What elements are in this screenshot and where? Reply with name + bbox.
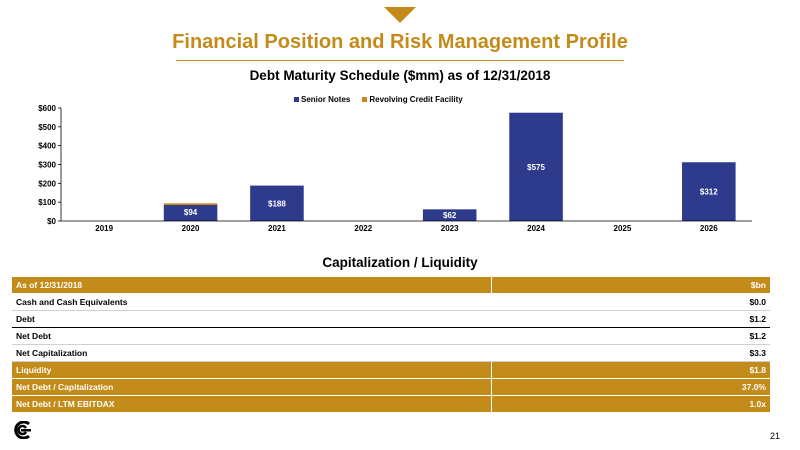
- data-label: $94: [184, 208, 198, 217]
- x-tick-label: 2019: [95, 224, 113, 233]
- debt-maturity-chart: Senior Notes Revolving Credit Facility $…: [0, 90, 800, 240]
- data-label: $188: [268, 199, 286, 208]
- company-logo-icon: [14, 421, 31, 439]
- y-tick-label: $600: [38, 104, 56, 113]
- bar-senior-notes: [682, 162, 736, 221]
- x-tick-label: 2021: [268, 224, 286, 233]
- table-row: Net Debt / Capitalization 37.0%: [12, 378, 770, 396]
- y-tick-label: $0: [47, 217, 56, 226]
- row-label: Net Debt: [12, 327, 492, 345]
- row-label: Cash and Cash Equivalents: [12, 293, 492, 311]
- chart-plot: $0 $100 $200 $300 $400 $500 $600 2019 $94 2020 $18…: [38, 104, 752, 233]
- row-value: $1.8: [491, 361, 770, 379]
- row-label: Net Debt / LTM EBITDAX: [12, 395, 492, 413]
- title-rule: [176, 60, 624, 61]
- page-title: Financial Position and Risk Management P…: [172, 31, 628, 53]
- table-row: Net Capitalization $3.3: [12, 344, 770, 362]
- x-tick-label: 2023: [441, 224, 459, 233]
- table-row: Net Debt / LTM EBITDAX 1.0x: [12, 395, 770, 413]
- bar-senior-notes: [250, 185, 304, 221]
- x-tick-label: 2024: [527, 224, 545, 233]
- row-label: Net Debt / Capitalization: [12, 378, 492, 396]
- chart-legend: Senior Notes Revolving Credit Facility: [294, 95, 463, 104]
- legend-swatch-revolving-credit: [362, 97, 368, 102]
- data-label: $62: [443, 211, 457, 220]
- table-row: Net Debt $1.2: [12, 327, 770, 345]
- table-row: Liquidity $1.8: [12, 361, 770, 379]
- x-tick-label: 2020: [182, 224, 200, 233]
- row-label: Debt: [12, 310, 492, 328]
- row-value: $1.2: [491, 310, 770, 328]
- y-tick-label: $100: [38, 198, 56, 207]
- legend-swatch-senior-notes: [294, 97, 299, 102]
- row-label: Net Capitalization: [12, 344, 492, 362]
- chart-title: Debt Maturity Schedule ($mm) as of 12/31…: [249, 68, 551, 83]
- table-row: Cash and Cash Equivalents $0.0: [12, 293, 770, 311]
- table-row: Debt $1.2: [12, 310, 770, 328]
- row-value: 1.0x: [491, 395, 770, 413]
- y-tick-label: $500: [38, 123, 56, 132]
- data-label: $575: [527, 163, 545, 172]
- x-tick-label: 2022: [354, 224, 372, 233]
- bar-revolving-credit: [163, 203, 218, 205]
- row-value: $0.0: [491, 293, 770, 311]
- y-tick-label: $400: [38, 142, 56, 151]
- top-triangle-icon: [384, 7, 416, 23]
- bar-senior-notes: [163, 204, 218, 221]
- row-label: As of 12/31/2018: [12, 277, 492, 294]
- row-label: Liquidity: [12, 361, 492, 379]
- legend-item-senior-notes: Senior Notes: [294, 95, 350, 104]
- legend-label-senior-notes: Senior Notes: [301, 95, 351, 104]
- capitalization-table: As of 12/31/2018 $bn Cash and Cash Equiv…: [12, 277, 770, 413]
- x-tick-label: 2026: [700, 224, 718, 233]
- x-tick-label: 2025: [614, 224, 632, 233]
- y-tick-label: $200: [38, 179, 56, 188]
- page-number: 21: [769, 431, 780, 441]
- row-value: $3.3: [491, 344, 770, 362]
- bar-senior-notes: [509, 112, 563, 221]
- row-value: $bn: [491, 277, 770, 294]
- row-value: 37.0%: [491, 378, 770, 396]
- bar-senior-notes: [422, 209, 477, 221]
- row-value: $1.2: [491, 327, 770, 345]
- y-tick-label: $300: [38, 161, 56, 170]
- capitalization-title: Capitalization / Liquidity: [322, 255, 478, 270]
- legend-label-revolving-credit: Revolving Credit Facility: [369, 95, 463, 104]
- data-label: $312: [700, 188, 718, 197]
- legend-item-revolving-credit: Revolving Credit Facility: [362, 95, 463, 104]
- table-row-header: As of 12/31/2018 $bn: [12, 277, 770, 294]
